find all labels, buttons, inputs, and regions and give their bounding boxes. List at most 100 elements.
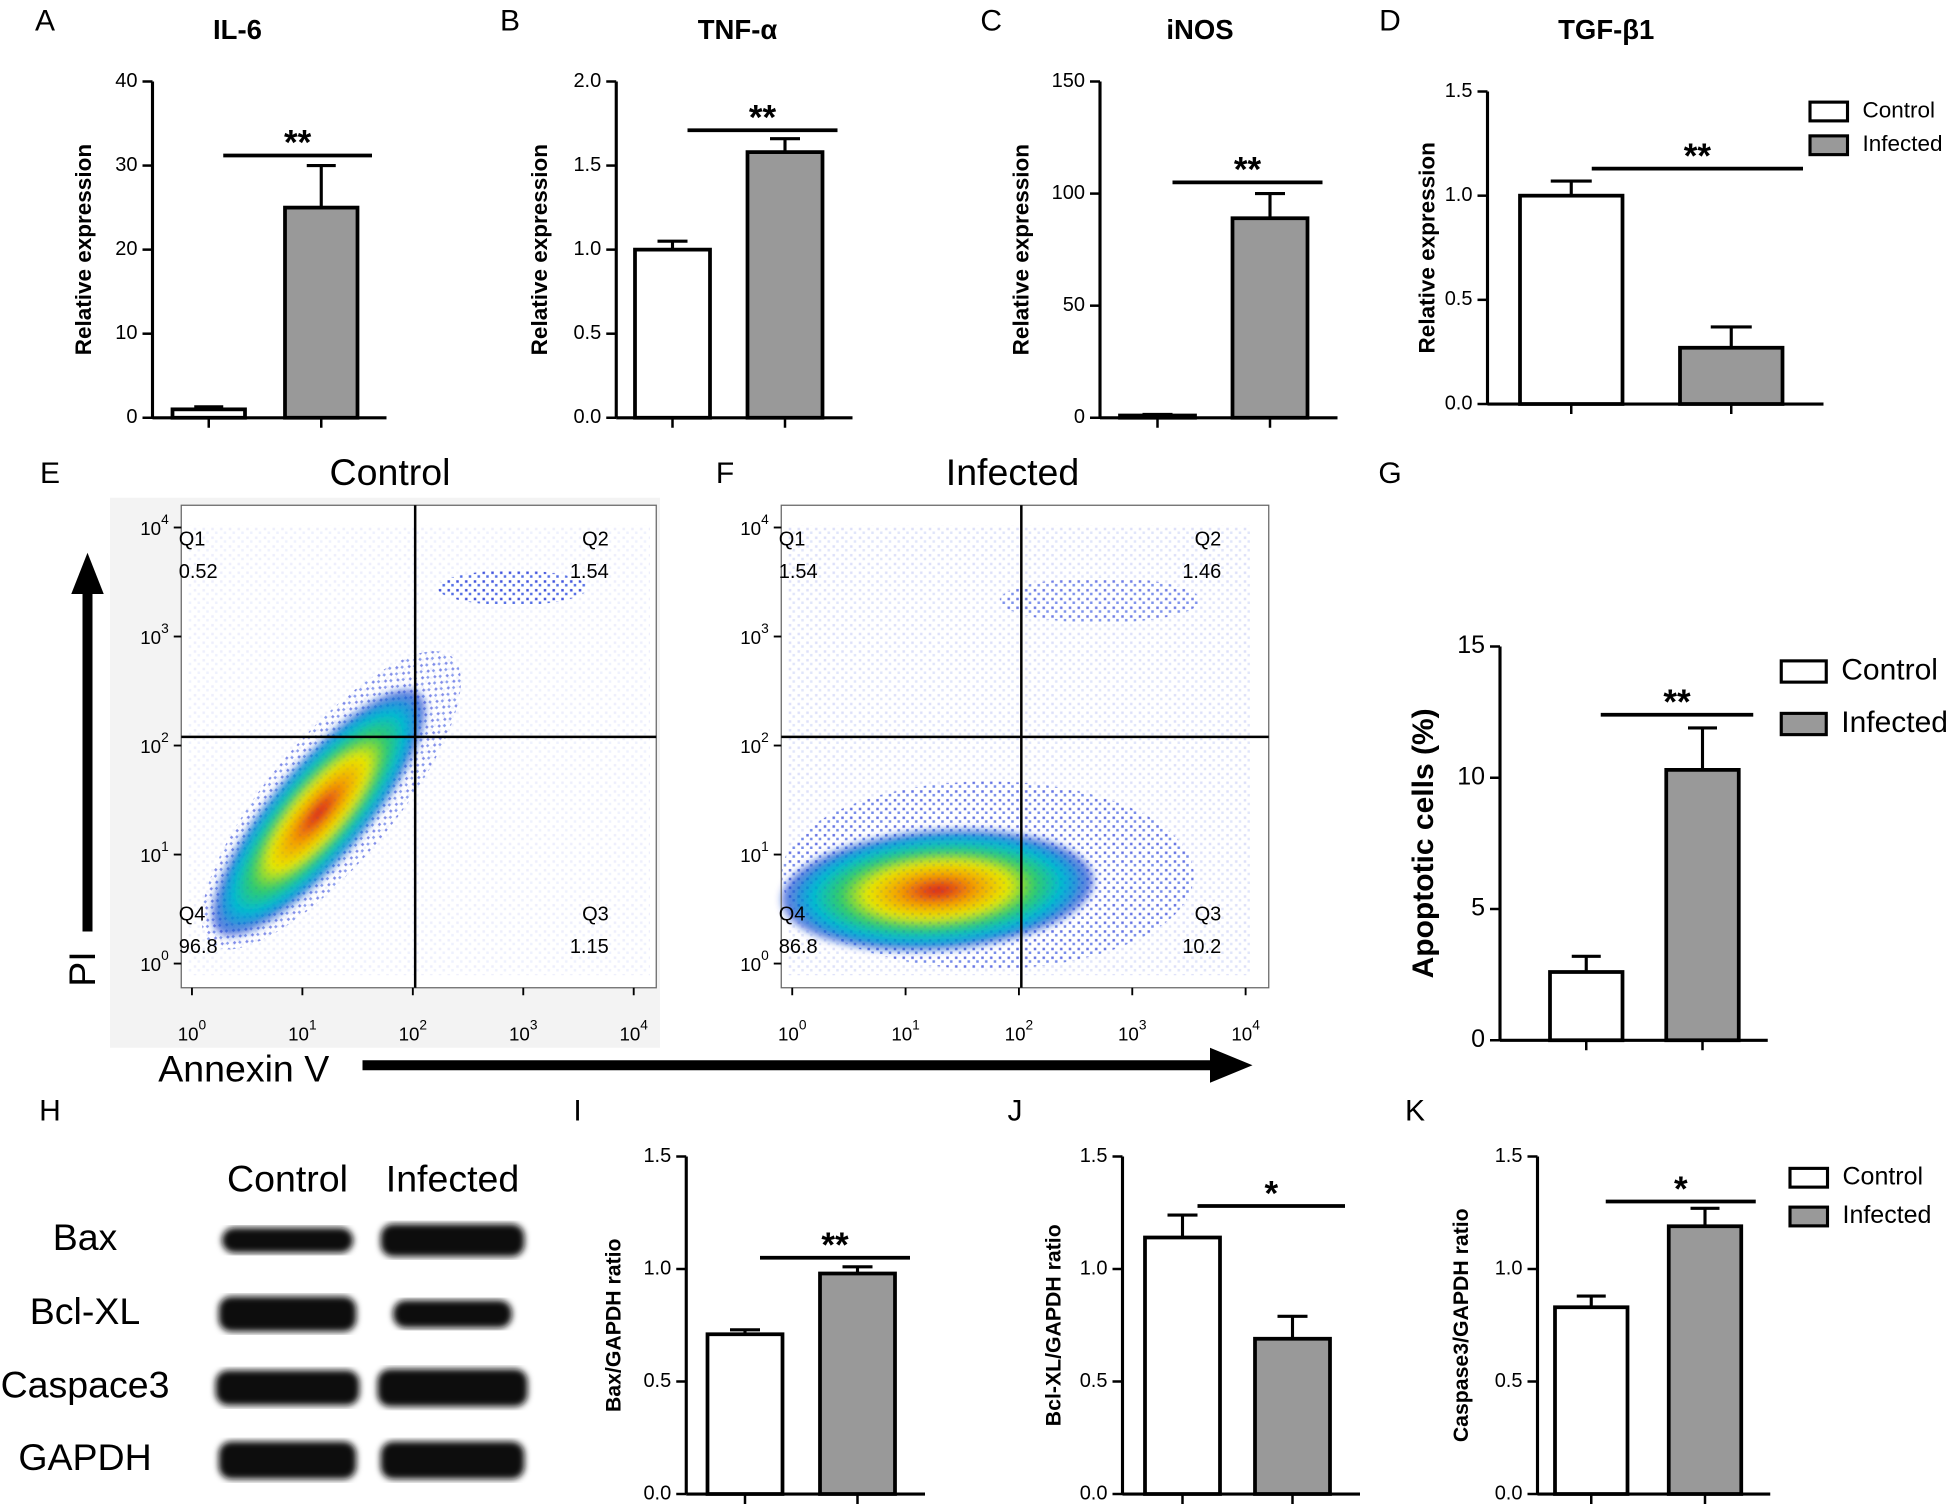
tick-label: 101 [740,839,769,866]
row-label: Caspace3 [1,1364,170,1406]
tick-base: 10 [1231,1023,1252,1044]
quadrant-value: 1.54 [779,561,818,583]
quadrant-value: 1.54 [570,561,609,583]
tick-label: 102 [140,730,169,757]
tick-base: 10 [140,627,161,648]
plot-frame [780,504,1270,989]
quadrant-value: 1.46 [1182,561,1221,583]
bar [1548,970,1625,1043]
quadrant-value: 86.8 [779,936,818,958]
y-tick-label: 1.5 [1080,1145,1108,1167]
y-axis-label: Relative expression [71,144,96,355]
panel-letter: E [40,457,60,490]
y-tick-label: 1.5 [573,154,601,176]
tick-exponent: 0 [799,1017,807,1032]
y-tick-label: 0.5 [1495,1370,1523,1392]
y-tick-label: 1.5 [643,1145,671,1167]
y-tick-label: 0.0 [573,406,601,428]
tick-base: 10 [740,736,761,757]
bar [1553,1305,1630,1496]
row-label: Bax [53,1216,118,1258]
quadrant-name: Q3 [582,904,609,926]
bar [1253,1336,1332,1496]
tick-base: 10 [1118,1023,1139,1044]
pi-arrowhead [71,552,104,594]
tick-exponent: 1 [309,1017,317,1032]
tick-exponent: 1 [912,1017,920,1032]
tick-exponent: 0 [199,1017,207,1032]
blot-band [218,1296,357,1332]
legend-label: Infected [1841,706,1948,739]
y-tick-label: 5 [1471,894,1485,922]
y-tick-label: 10 [1457,762,1485,790]
y-tick-label: 30 [115,154,137,176]
significance-label: * [1264,1174,1278,1213]
y-tick-label: 0.0 [1080,1482,1108,1504]
quadrant-value: 0.52 [179,561,218,583]
tick-label: 102 [399,1017,428,1044]
blot-band [393,1300,512,1328]
quadrant-value: 1.15 [570,936,609,958]
tick-base: 10 [740,627,761,648]
panel-letter: J [1008,1095,1023,1128]
significance-label: ** [1234,151,1262,190]
row-label: Bcl-XL [30,1290,140,1332]
quadrant-name: Q2 [1195,529,1222,551]
tick-base: 10 [140,518,161,539]
tick-base: 10 [740,954,761,975]
lane-label: Control [227,1157,348,1199]
y-tick-label: 0.5 [1445,288,1473,310]
legend-label: Control [1841,653,1938,686]
y-tick-label: 1.5 [1445,80,1473,102]
y-axis-label: Relative expression [527,144,552,355]
y-tick-label: 20 [115,238,137,260]
plot-frame [180,504,657,989]
blot-band [221,1227,354,1253]
quadrant-name: Q4 [179,904,206,926]
y-axis-label: Bcl-XL/GAPDH ratio [1042,1224,1066,1426]
y-axis-label: Relative expression [1008,144,1033,355]
tick-label: 101 [288,1017,317,1044]
blot-band [377,1369,528,1407]
tick-exponent: 2 [1026,1017,1034,1032]
bar [283,205,360,420]
bar [745,150,825,420]
tick-exponent: 2 [419,1017,427,1032]
tick-exponent: 4 [1252,1017,1260,1032]
chart-title: TGF-β1 [1558,14,1654,45]
tick-exponent: 0 [761,948,769,963]
bar [1118,413,1197,420]
tick-exponent: 2 [761,730,769,745]
panel-letter: G [1378,457,1401,490]
y-tick-label: 0.0 [1495,1482,1523,1504]
y-tick-label: 1.0 [573,238,601,260]
x-axis-label: Annexin V [158,1047,329,1089]
tick-label: 104 [619,1017,648,1044]
quadrant-name: Q1 [179,529,206,551]
panel-letter: D [1379,5,1401,38]
tick-label: 104 [140,512,169,539]
quadrant-name: Q3 [1195,904,1222,926]
annexin-arrowhead [1210,1047,1253,1083]
panel-letter: A [35,5,55,38]
y-axis-label: Caspase3/GAPDH ratio [1449,1208,1473,1442]
quadrant-name: Q1 [779,529,806,551]
bar [1678,345,1785,406]
y-tick-label: 150 [1052,70,1085,92]
bar [1230,216,1310,420]
y-tick-label: 100 [1052,182,1085,204]
panel-letter: C [980,5,1002,38]
legend-label: Control [1863,97,1936,122]
tick-base: 10 [891,1023,912,1044]
y-tick-label: 0.5 [643,1370,671,1392]
tick-base: 10 [509,1023,530,1044]
y-axis-label: Relative expression [1415,142,1440,353]
tick-exponent: 3 [530,1017,538,1032]
significance-label: ** [749,99,777,138]
tick-base: 10 [740,518,761,539]
bar [633,247,712,420]
lane-label: Infected [386,1157,519,1199]
y-axis-label: Bax/GAPDH ratio [602,1238,626,1412]
tick-base: 10 [140,845,161,866]
blot-band [380,1441,525,1479]
